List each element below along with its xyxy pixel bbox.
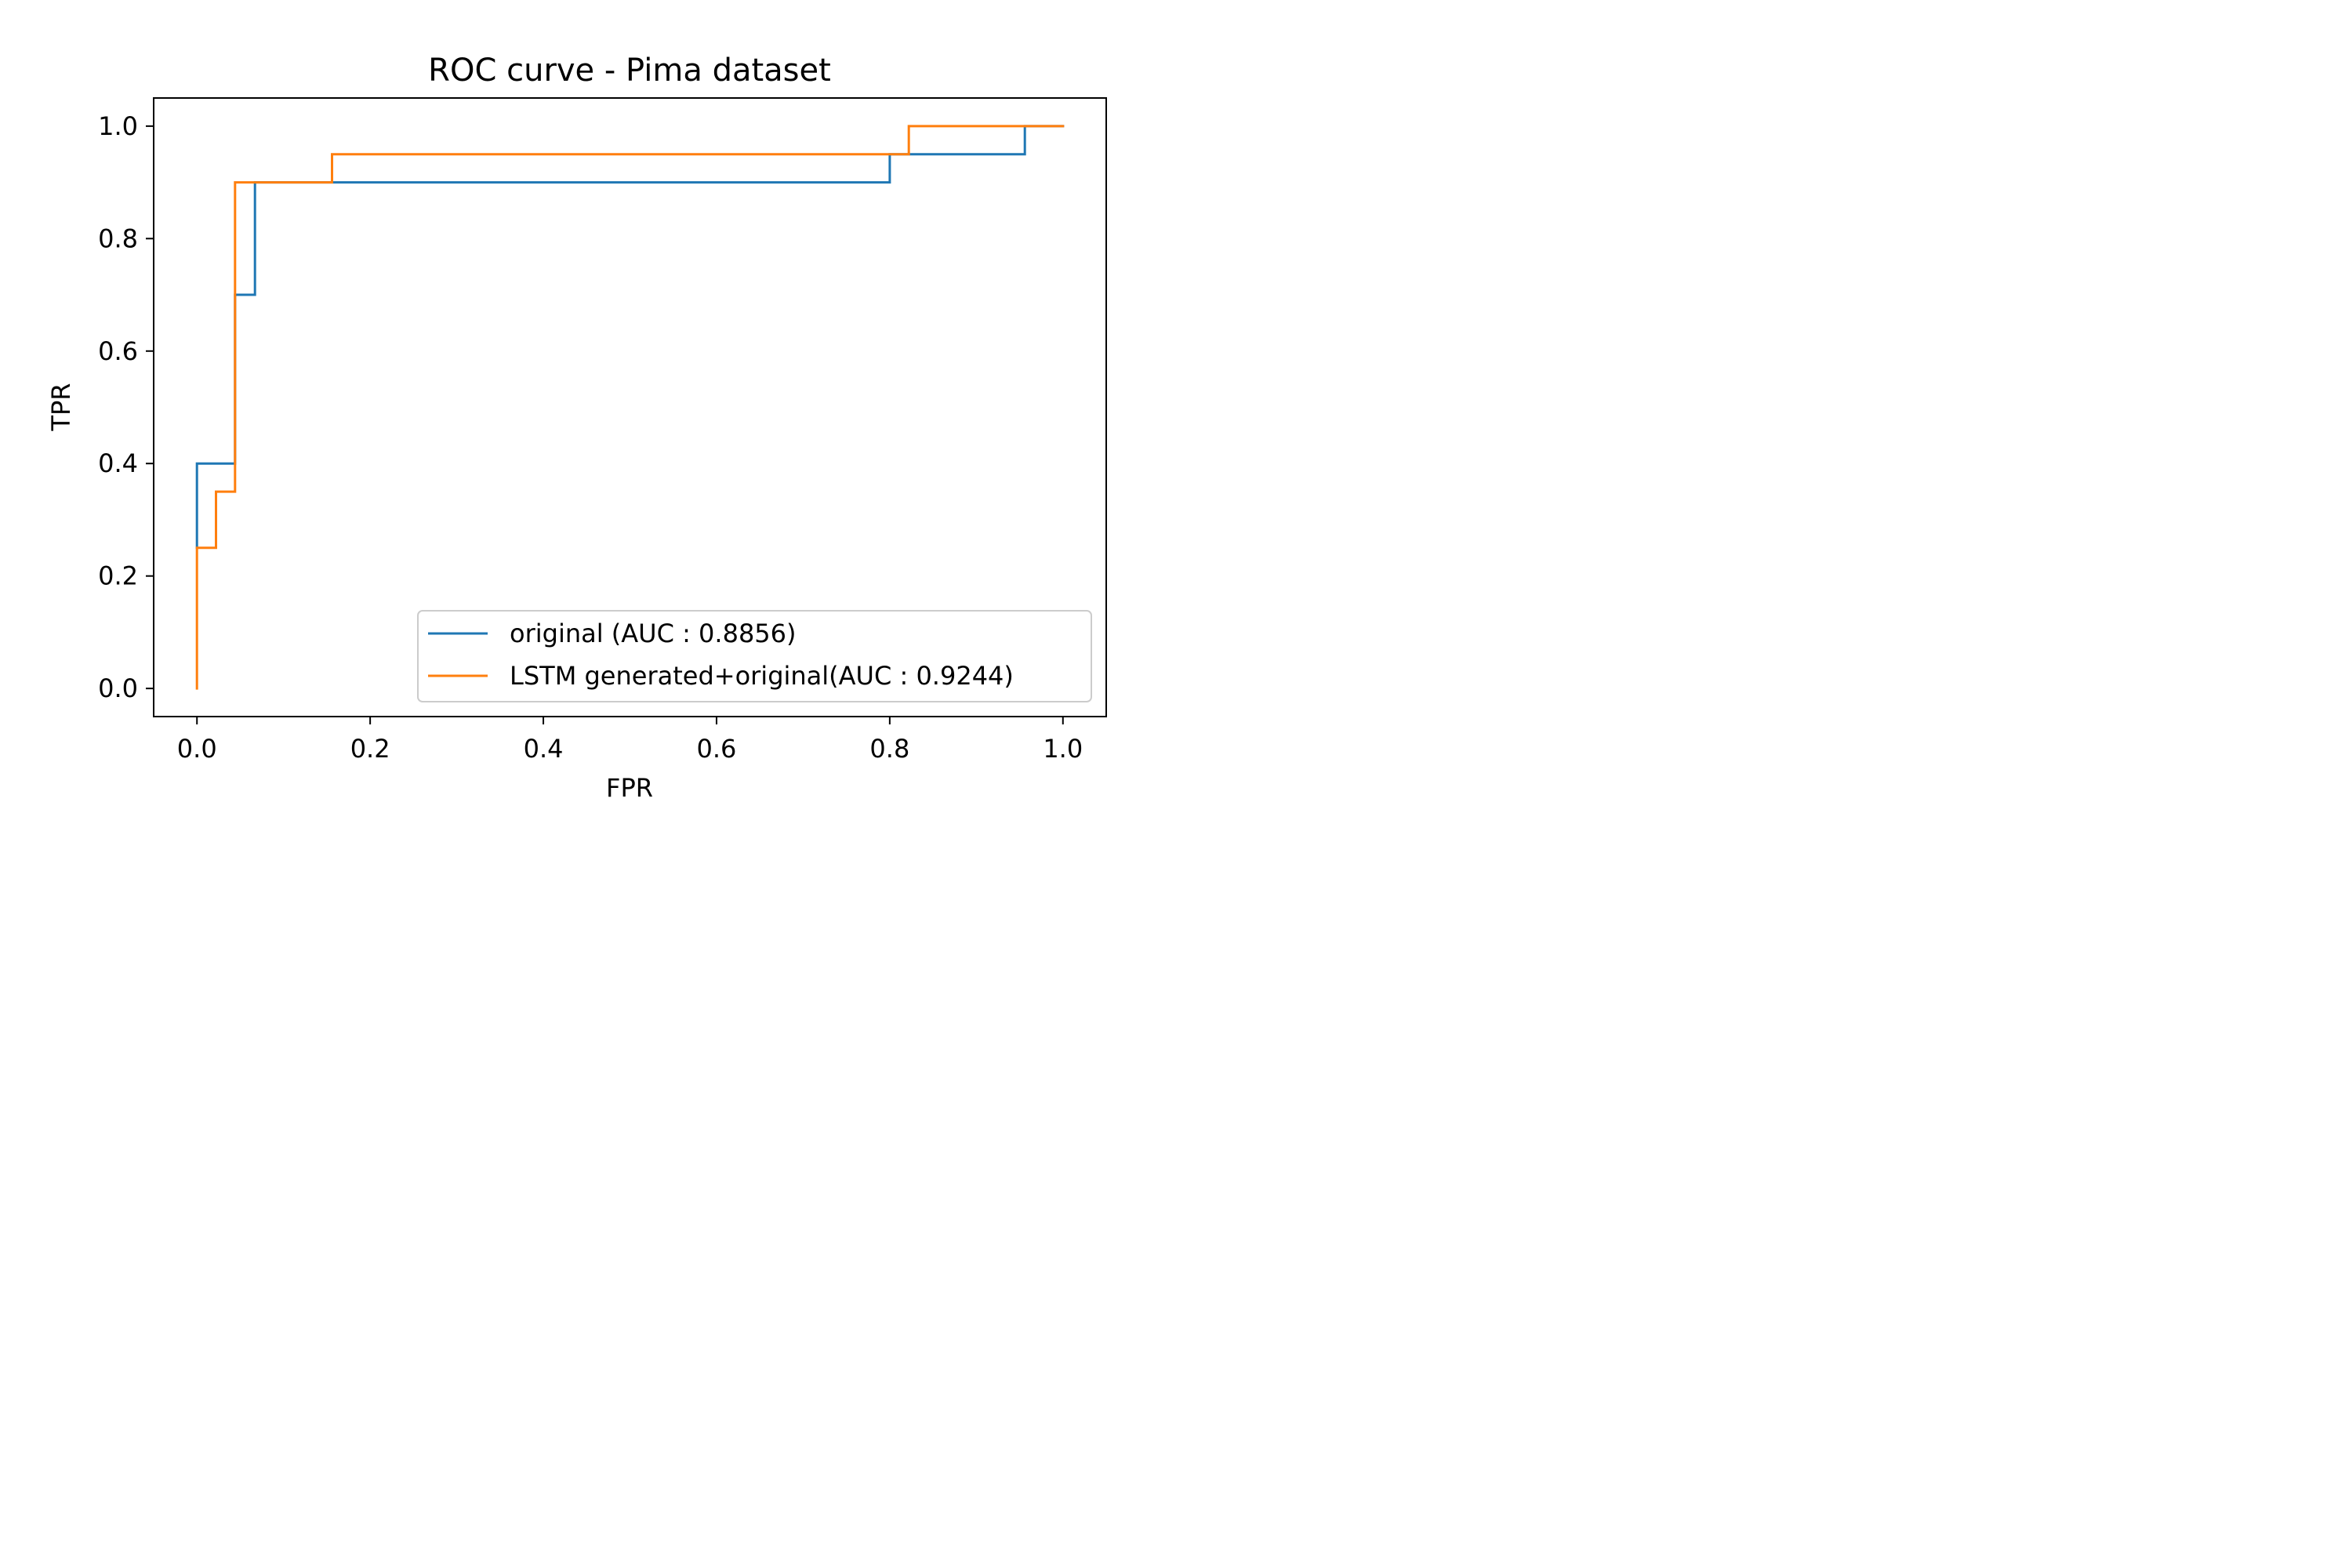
legend-label-2: LSTM generated+original(AUC : 0.9244): [510, 661, 1014, 691]
series-line-1: [195, 125, 1065, 550]
series-layer: [195, 125, 1065, 690]
y-tick-label: 0.4: [98, 448, 138, 478]
y-axis-label: TPR: [46, 383, 76, 431]
x-tick-label: 1.0: [1043, 734, 1083, 764]
ticks-layer: 0.0 0.2 0.4 0.6 0.8 1.0 0.0 0.2 0.4 0.6 0.8 1.0: [98, 111, 1083, 764]
series-line-2: [195, 125, 1065, 690]
roc-chart: ROC curve - Pima dataset FPR TPR 0.0 0.2 0…: [46, 53, 1107, 803]
x-tick-label: 0.6: [697, 734, 737, 764]
x-tick-label: 0.4: [524, 734, 564, 764]
x-tick-label: 0.8: [869, 734, 909, 764]
legend-label-1: original (AUC : 0.8856): [510, 619, 797, 648]
legend-box: [417, 610, 1092, 702]
y-tick-label: 0.6: [98, 336, 138, 366]
chart-title: ROC curve - Pima dataset: [428, 53, 831, 89]
x-axis-label: FPR: [606, 773, 653, 803]
legend: original (AUC : 0.8856) LSTM generated+or…: [417, 610, 1092, 702]
chart-container: ROC curve - Pima dataset FPR TPR 0.0 0.2 0…: [0, 0, 1211, 808]
y-tick-label: 0.0: [98, 673, 138, 703]
plot-frame: [153, 97, 1107, 717]
x-tick-label: 0.2: [350, 734, 390, 764]
y-tick-label: 0.8: [98, 223, 138, 253]
x-tick-label: 0.0: [177, 734, 217, 764]
y-tick-label: 1.0: [98, 111, 138, 141]
y-tick-label: 0.2: [98, 561, 138, 591]
